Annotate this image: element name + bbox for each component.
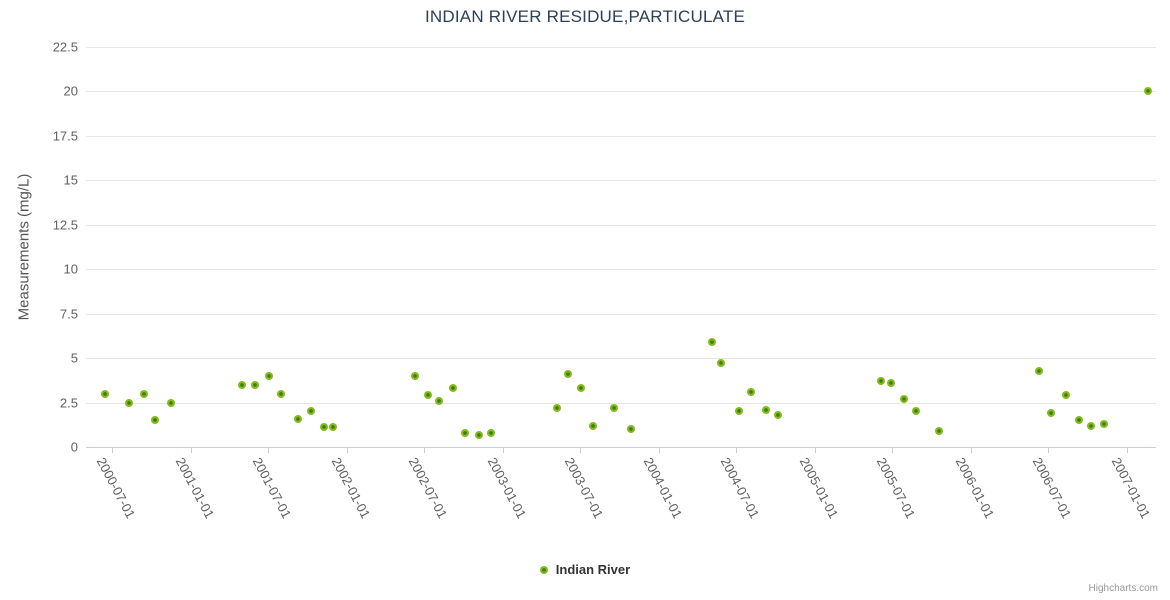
- data-point[interactable]: [486, 428, 495, 437]
- data-point[interactable]: [773, 411, 782, 419]
- data-point[interactable]: [610, 403, 619, 412]
- y-axis-tick-label: 7.5: [59, 306, 78, 322]
- data-point[interactable]: [1035, 366, 1044, 375]
- data-point[interactable]: [761, 405, 770, 414]
- data-point[interactable]: [306, 407, 315, 416]
- data-point[interactable]: [237, 380, 246, 389]
- data-point[interactable]: [410, 371, 419, 380]
- y-axis-tick-label: 2.5: [59, 395, 78, 411]
- data-point[interactable]: [1087, 421, 1096, 430]
- x-axis-tick-label: 2002-01-01: [328, 455, 373, 521]
- legend-label: Indian River: [555, 562, 631, 577]
- data-point[interactable]: [460, 428, 469, 437]
- data-point[interactable]: [1099, 419, 1108, 428]
- x-axis-tick-label: 2004-01-01: [640, 455, 685, 521]
- y-axis-tick-label: 12.5: [52, 217, 78, 233]
- data-point[interactable]: [734, 407, 743, 416]
- x-axis-tick: [424, 448, 425, 453]
- data-point[interactable]: [564, 370, 572, 379]
- x-axis-tick-label: 2000-07-01: [93, 455, 139, 521]
- y-gridline: [86, 269, 1156, 271]
- y-axis-title: Measurements (mg/L): [15, 173, 33, 321]
- chart-title: INDIAN RIVER RESIDUE,PARTICULATE: [424, 7, 745, 26]
- data-point[interactable]: [1144, 87, 1153, 96]
- data-point[interactable]: [151, 416, 160, 425]
- y-axis-tick-label: 10: [63, 261, 78, 277]
- legend-marker-icon: [539, 565, 548, 574]
- y-gridline: [86, 180, 1156, 182]
- data-point[interactable]: [294, 414, 303, 423]
- x-axis-tick: [346, 448, 348, 453]
- x-axis-tick: [502, 448, 504, 453]
- data-point[interactable]: [912, 407, 921, 416]
- y-axis-tick-label: 22.5: [52, 39, 78, 55]
- x-axis-tick: [815, 448, 816, 453]
- x-axis-line: [86, 447, 1156, 448]
- data-point[interactable]: [320, 423, 329, 432]
- data-point[interactable]: [877, 377, 886, 386]
- data-point[interactable]: [125, 398, 134, 407]
- y-gridline: [86, 224, 1156, 226]
- x-axis-tick: [970, 448, 972, 453]
- data-point[interactable]: [746, 387, 755, 396]
- data-point[interactable]: [100, 389, 109, 398]
- y-gridline: [86, 47, 1156, 48]
- y-gridline: [86, 313, 1156, 315]
- data-point[interactable]: [627, 425, 636, 434]
- x-axis-tick: [579, 448, 581, 453]
- x-axis-tick: [658, 448, 660, 453]
- x-axis-tick: [892, 448, 894, 453]
- data-point[interactable]: [277, 389, 286, 398]
- x-axis-tick-label: 2001-07-01: [249, 455, 295, 521]
- x-axis-tick: [112, 448, 114, 453]
- legend-item-indian-river[interactable]: Indian River: [0, 562, 1170, 577]
- x-axis-tick-label: 2007-01-01: [1108, 455, 1154, 521]
- highcharts-credits-link[interactable]: Highcharts.com: [1088, 583, 1158, 594]
- data-point[interactable]: [553, 403, 562, 412]
- x-axis-tick: [190, 448, 192, 453]
- data-point[interactable]: [707, 338, 716, 347]
- x-axis-tick-label: 2004-07-01: [718, 455, 763, 521]
- y-gridline: [86, 135, 1156, 137]
- data-point[interactable]: [434, 396, 443, 405]
- y-axis-tick-label: 0: [70, 439, 78, 455]
- data-point[interactable]: [250, 380, 259, 389]
- data-point[interactable]: [716, 359, 725, 368]
- x-axis-tick-label: 2002-07-01: [405, 455, 451, 521]
- data-point[interactable]: [329, 423, 338, 432]
- data-point[interactable]: [935, 427, 944, 435]
- x-axis-tick-label: 2001-01-01: [172, 455, 217, 521]
- data-point[interactable]: [474, 430, 483, 439]
- data-point[interactable]: [1062, 391, 1071, 400]
- data-point[interactable]: [140, 389, 149, 398]
- x-axis-tick: [1126, 448, 1128, 453]
- x-axis-tick-label: 2005-07-01: [874, 455, 919, 521]
- x-axis-tick: [268, 448, 270, 453]
- data-point[interactable]: [1074, 416, 1083, 425]
- x-axis-tick-label: 2003-01-01: [484, 455, 529, 521]
- data-point[interactable]: [423, 391, 432, 400]
- y-axis-tick-label: 20: [63, 83, 78, 99]
- data-point[interactable]: [448, 384, 457, 393]
- x-axis-tick-label: 2006-07-01: [1030, 455, 1075, 521]
- y-axis-tick-label: 17.5: [52, 128, 78, 144]
- y-axis-tick-label: 5: [70, 350, 78, 366]
- data-point[interactable]: [887, 379, 896, 387]
- y-gridline: [86, 91, 1156, 93]
- y-gridline: [86, 358, 1156, 360]
- x-axis-tick: [1048, 448, 1050, 453]
- data-point[interactable]: [577, 384, 586, 393]
- data-point[interactable]: [589, 421, 598, 430]
- data-point[interactable]: [1047, 409, 1056, 418]
- y-axis-tick-label: 15: [63, 172, 78, 188]
- x-axis-tick-label: 2003-07-01: [561, 455, 607, 521]
- data-point[interactable]: [264, 371, 273, 380]
- y-gridline: [86, 402, 1156, 404]
- x-axis-tick-label: 2006-01-01: [952, 455, 998, 521]
- data-point[interactable]: [899, 395, 908, 403]
- x-axis-tick: [736, 448, 738, 453]
- data-point[interactable]: [167, 398, 176, 407]
- x-axis-tick-label: 2005-01-01: [796, 455, 842, 521]
